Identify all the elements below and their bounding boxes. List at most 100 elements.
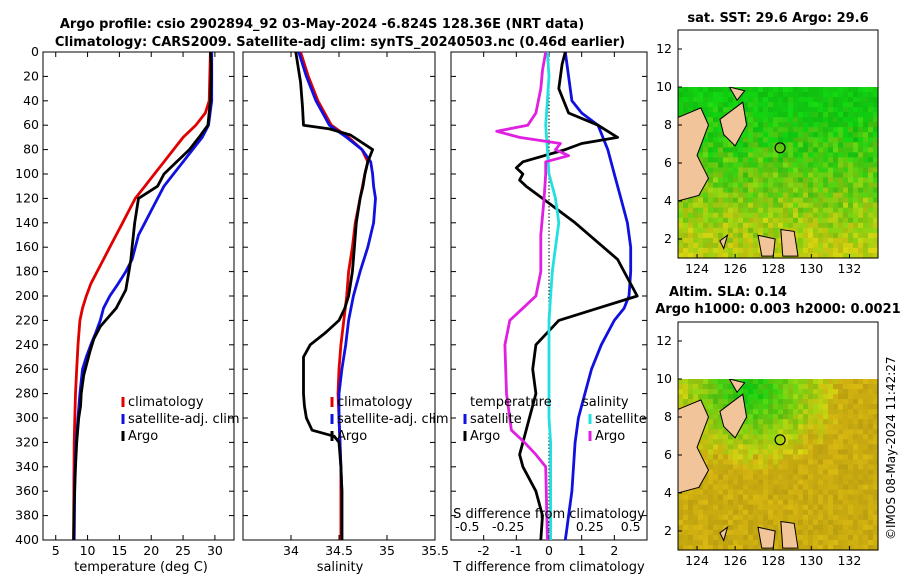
map-cell [828, 534, 834, 541]
map-cell [808, 182, 814, 189]
map-cell [873, 237, 879, 244]
map-cell [828, 202, 834, 209]
map-cell [783, 187, 789, 194]
map-cell [708, 187, 714, 194]
map-cell [708, 489, 714, 496]
map-cell [793, 162, 799, 168]
map-cell [873, 384, 879, 390]
map-cell [723, 479, 729, 486]
map-cell [733, 247, 739, 254]
map-cell [683, 504, 689, 511]
y-tick-label: 0 [31, 44, 39, 59]
map-cell [858, 509, 864, 516]
map-cell [693, 247, 699, 254]
map-cell [813, 409, 819, 415]
map-cell [798, 459, 804, 466]
map-cell [708, 514, 714, 521]
map-cell [838, 404, 844, 410]
map-cell [813, 499, 819, 506]
map-cell [818, 449, 824, 455]
map-cell [793, 177, 799, 184]
map-cell [768, 217, 774, 224]
map-cell [768, 157, 774, 163]
map-cell [683, 227, 689, 234]
map-cell [858, 112, 864, 118]
map-cell [703, 107, 709, 113]
map-cell [768, 384, 774, 390]
map-cell [833, 404, 839, 410]
map-cell [833, 514, 839, 521]
map-cell [858, 409, 864, 415]
map-cell [833, 509, 839, 516]
map-cell [798, 509, 804, 516]
map-cell [803, 102, 809, 108]
map-cell [828, 102, 834, 108]
map-cell [753, 127, 759, 133]
map-cell [833, 504, 839, 511]
map-cell [758, 479, 764, 486]
map-cell [713, 489, 719, 496]
map-cell [758, 424, 764, 430]
map-cell [778, 122, 784, 128]
map-cell [723, 232, 729, 239]
map-cell [858, 162, 864, 168]
map-cell [833, 494, 839, 501]
map-cell [803, 539, 809, 546]
map-cell [803, 142, 809, 148]
map-cell [728, 162, 734, 168]
map-cell [863, 253, 869, 259]
map-cell [708, 137, 714, 143]
map-cell [773, 469, 779, 476]
map-cell [783, 394, 789, 400]
map-cell [778, 187, 784, 194]
map-cell [748, 444, 754, 450]
map-cell [738, 142, 744, 148]
map-cell [778, 217, 784, 224]
map-cell [763, 87, 769, 93]
map-cell [833, 137, 839, 143]
map-cell [803, 122, 809, 128]
map-cell [838, 414, 844, 420]
map-cell [688, 212, 694, 219]
map-cell [838, 253, 844, 259]
s-diff-xlabel: S difference from climatology [453, 507, 645, 522]
map-cell [753, 449, 759, 455]
map-cell [728, 434, 734, 440]
map-cell [843, 484, 849, 491]
map-cell [713, 137, 719, 143]
map-cell [793, 394, 799, 400]
map-cell [778, 529, 784, 536]
map-cell [743, 469, 749, 476]
map-cell [848, 404, 854, 410]
map-cell [763, 404, 769, 410]
map-cell [873, 545, 879, 551]
map-cell [853, 394, 859, 400]
map-cell [818, 253, 824, 259]
map-cell [728, 439, 734, 445]
map-cell [763, 484, 769, 491]
map-cell [868, 429, 874, 435]
map-cell [753, 514, 759, 521]
map-cell [738, 147, 744, 153]
map-cell [708, 529, 714, 536]
landmass [719, 525, 729, 542]
map-cell [703, 519, 709, 526]
map-cell [733, 494, 739, 501]
map-cell [863, 504, 869, 511]
map-cell [743, 253, 749, 259]
map-cell [728, 545, 734, 551]
map-cell [823, 464, 829, 471]
map-cell [853, 147, 859, 153]
map-cell [868, 187, 874, 194]
map-cell [793, 479, 799, 486]
map-cell [763, 439, 769, 445]
map-cell [773, 187, 779, 194]
map-cell [768, 107, 774, 113]
map-cell [868, 137, 874, 143]
map-cell [713, 172, 719, 179]
map-cell [828, 232, 834, 239]
map-cell [793, 152, 799, 158]
map-cell [803, 514, 809, 521]
map-cell [843, 464, 849, 471]
map-cell [783, 434, 789, 440]
